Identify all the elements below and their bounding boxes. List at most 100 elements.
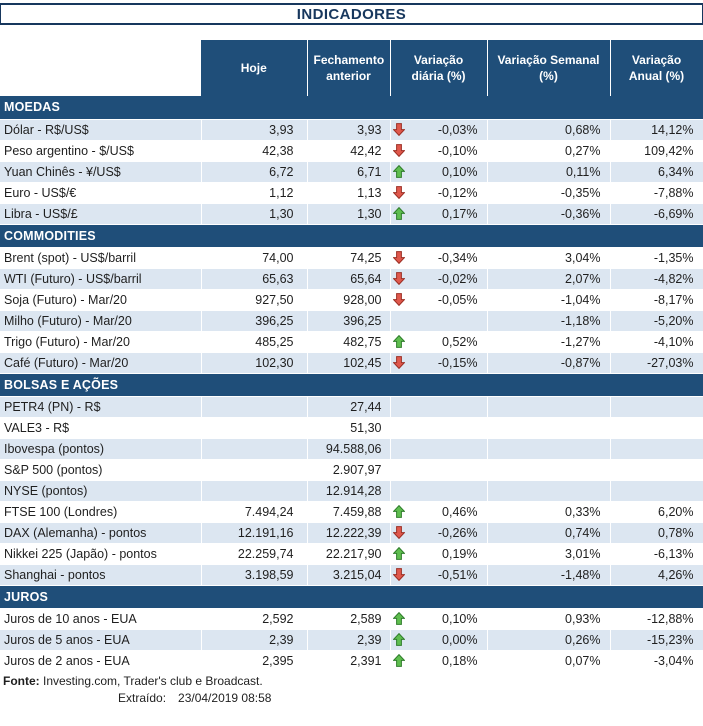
cell-variacao-anual: -1,35%: [610, 247, 703, 269]
cell-variacao-semanal: 2,07%: [487, 268, 611, 290]
cell-variacao-anual: 6,20%: [610, 501, 703, 523]
cell-variacao-diaria: -0,34%: [390, 247, 488, 269]
cell-fechamento-anterior: 1,30: [307, 203, 391, 225]
row-label: WTI (Futuro) - US$/barril: [0, 268, 202, 290]
footer: Fonte: Investing.com, Trader's club e Br…: [0, 674, 703, 705]
table-row: S&P 500 (pontos) 2.907,97: [0, 459, 703, 481]
down-arrow-icon: [392, 272, 405, 285]
extracted-timestamp: 23/04/2019 08:58: [178, 690, 272, 705]
cell-variacao-diaria: [390, 459, 488, 481]
cell-hoje: 3,93: [201, 119, 308, 141]
down-arrow-icon: [392, 186, 405, 199]
cell-fechamento-anterior: 12.914,28: [307, 480, 391, 502]
cell-hoje: [201, 396, 308, 418]
cell-variacao-anual: -8,17%: [610, 289, 703, 311]
up-arrow-icon: [392, 335, 405, 348]
cell-fechamento-anterior: 2.907,97: [307, 459, 391, 481]
cell-variacao-diaria: -0,12%: [390, 182, 488, 204]
daily-change-value: -0,10%: [437, 143, 478, 158]
cell-variacao-semanal: [487, 459, 611, 481]
cell-hoje: 1,30: [201, 203, 308, 225]
down-arrow-icon: [392, 568, 405, 581]
section-header: JUROS: [0, 585, 703, 609]
daily-change-value: 0,10%: [442, 611, 478, 626]
cell-variacao-diaria: -0,51%: [390, 564, 488, 586]
section-row: JUROS: [0, 585, 703, 609]
cell-fechamento-anterior: 12.222,39: [307, 522, 391, 544]
cell-hoje: [201, 417, 308, 439]
cell-variacao-semanal: -0,35%: [487, 182, 611, 204]
cell-hoje: [201, 480, 308, 502]
extracted-label: Extraído:: [118, 690, 167, 705]
row-label: Nikkei 225 (Japão) - pontos: [0, 543, 202, 565]
up-arrow-icon: [392, 633, 405, 646]
cell-variacao-diaria: [390, 396, 488, 418]
section-row: BOLSAS E AÇÕES: [0, 373, 703, 397]
row-label: Ibovespa (pontos): [0, 438, 202, 460]
daily-change-value: -0,51%: [437, 567, 478, 582]
down-arrow-icon: [392, 123, 405, 136]
cell-variacao-semanal: 3,01%: [487, 543, 611, 565]
cell-variacao-semanal: 0,93%: [487, 608, 611, 630]
down-arrow-icon: [392, 144, 405, 157]
cell-variacao-anual: [610, 480, 703, 502]
cell-hoje: 485,25: [201, 331, 308, 353]
cell-variacao-semanal: -1,18%: [487, 310, 611, 332]
cell-fechamento-anterior: 22.217,90: [307, 543, 391, 565]
cell-variacao-diaria: -0,26%: [390, 522, 488, 544]
cell-fechamento-anterior: 94.588,06: [307, 438, 391, 460]
daily-change-value: 0,17%: [442, 206, 478, 221]
cell-variacao-anual: 14,12%: [610, 119, 703, 141]
up-arrow-icon: [392, 207, 405, 220]
cell-fechamento-anterior: 2,39: [307, 629, 391, 651]
cell-hoje: 102,30: [201, 352, 308, 374]
cell-variacao-diaria: 0,46%: [390, 501, 488, 523]
cell-variacao-semanal: [487, 480, 611, 502]
cell-variacao-diaria: -0,05%: [390, 289, 488, 311]
cell-fechamento-anterior: 2,589: [307, 608, 391, 630]
section-row: COMMODITIES: [0, 224, 703, 248]
row-label: S&P 500 (pontos): [0, 459, 202, 481]
cell-variacao-semanal: 0,74%: [487, 522, 611, 544]
column-header-0: Hoje: [201, 40, 308, 96]
table-row: Yuan Chinês - ¥/US$ 6,72 6,71 0,10% 0,11% 6,3…: [0, 161, 703, 183]
cell-variacao-anual: [610, 438, 703, 460]
page-title: INDICADORES: [0, 3, 703, 25]
cell-hoje: 2,395: [201, 650, 308, 672]
cell-variacao-diaria: 0,17%: [390, 203, 488, 225]
cell-hoje: 22.259,74: [201, 543, 308, 565]
table-row: VALE3 - R$ 51,30: [0, 417, 703, 439]
cell-variacao-semanal: 3,04%: [487, 247, 611, 269]
cell-hoje: 2,39: [201, 629, 308, 651]
cell-fechamento-anterior: 7.459,88: [307, 501, 391, 523]
cell-variacao-anual: -15,23%: [610, 629, 703, 651]
table-row: Ibovespa (pontos) 94.588,06: [0, 438, 703, 460]
cell-fechamento-anterior: 102,45: [307, 352, 391, 374]
cell-variacao-anual: -7,88%: [610, 182, 703, 204]
cell-fechamento-anterior: 482,75: [307, 331, 391, 353]
table-row: Milho (Futuro) - Mar/20 396,25 396,25 -1,18…: [0, 310, 703, 332]
header-corner-blank: [0, 40, 201, 96]
table-row: Peso argentino - $/US$ 42,38 42,42 -0,10% 0,…: [0, 140, 703, 162]
cell-variacao-anual: -6,13%: [610, 543, 703, 565]
table-row: Juros de 5 anos - EUA 2,39 2,39 0,00% 0,26% -…: [0, 629, 703, 651]
daily-change-value: 0,52%: [442, 334, 478, 349]
down-arrow-icon: [392, 526, 405, 539]
daily-change-value: -0,34%: [437, 250, 478, 265]
cell-variacao-anual: 0,78%: [610, 522, 703, 544]
cell-variacao-anual: [610, 459, 703, 481]
cell-hoje: 42,38: [201, 140, 308, 162]
cell-variacao-semanal: [487, 417, 611, 439]
cell-variacao-semanal: 0,11%: [487, 161, 611, 183]
cell-fechamento-anterior: 2,391: [307, 650, 391, 672]
table-row: Brent (spot) - US$/barril 74,00 74,25 -0,34…: [0, 247, 703, 269]
cell-variacao-anual: 4,26%: [610, 564, 703, 586]
row-label: DAX (Alemanha) - pontos: [0, 522, 202, 544]
cell-hoje: 396,25: [201, 310, 308, 332]
cell-hoje: 12.191,16: [201, 522, 308, 544]
row-label: Brent (spot) - US$/barril: [0, 247, 202, 269]
cell-hoje: 7.494,24: [201, 501, 308, 523]
table-row: Nikkei 225 (Japão) - pontos 22.259,74 22.2…: [0, 543, 703, 565]
column-header-2: Variação diária (%): [390, 40, 488, 96]
cell-variacao-semanal: 0,27%: [487, 140, 611, 162]
